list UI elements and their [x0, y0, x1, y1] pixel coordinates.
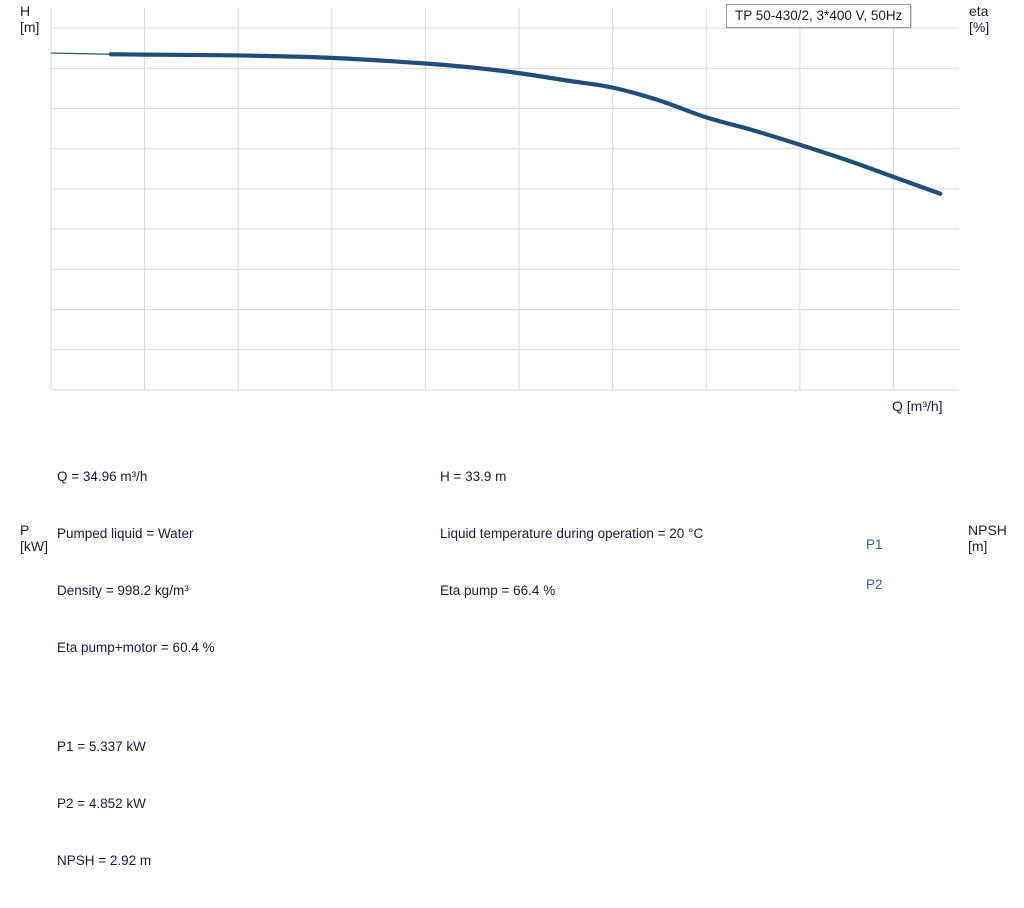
- eta-axis-label: eta [%]: [969, 3, 990, 36]
- duty-info-right-line-0: H = 33.9 m: [440, 469, 507, 484]
- legend-p2: P2: [866, 577, 883, 592]
- power-info-line-1: P2 = 4.852 kW: [57, 796, 146, 811]
- power-info-line-0: P1 = 5.337 kW: [57, 739, 146, 754]
- power-info-line-2: NPSH = 2.92 m: [57, 853, 152, 868]
- duty-info-left-line-0: Q = 34.96 m³/h: [57, 469, 148, 484]
- p-axis-label: P [kW]: [20, 522, 48, 555]
- head-efficiency-chart: [50, 8, 959, 391]
- duty-info-right-line-2: Eta pump = 66.4 %: [440, 583, 556, 598]
- duty-info-left: Q = 34.96 m³/h Pumped liquid = Water Den…: [57, 429, 215, 695]
- power-info: P1 = 5.337 kW P2 = 4.852 kW NPSH = 2.92 …: [57, 699, 151, 908]
- pump-curve-page: H [m] eta [%] Q [m³/h] TP 50-430/2, 3*40…: [20, 3, 1007, 868]
- legend-p1: P1: [866, 537, 883, 552]
- q-axis-label: Q [m³/h]: [892, 398, 943, 414]
- duty-info-right: H = 33.9 m Liquid temperature during ope…: [440, 429, 703, 638]
- duty-info-left-line-1: Pumped liquid = Water: [57, 526, 194, 541]
- duty-info-left-line-3: Eta pump+motor = 60.4 %: [57, 640, 215, 655]
- h-axis-label: H [m]: [20, 3, 40, 36]
- chart-title-box: TP 50-430/2, 3*400 V, 50Hz: [726, 4, 912, 28]
- duty-info-right-line-1: Liquid temperature during operation = 20…: [440, 526, 704, 541]
- npsh-axis-label: NPSH [m]: [968, 522, 1007, 555]
- duty-info-left-line-2: Density = 998.2 kg/m³: [57, 583, 189, 598]
